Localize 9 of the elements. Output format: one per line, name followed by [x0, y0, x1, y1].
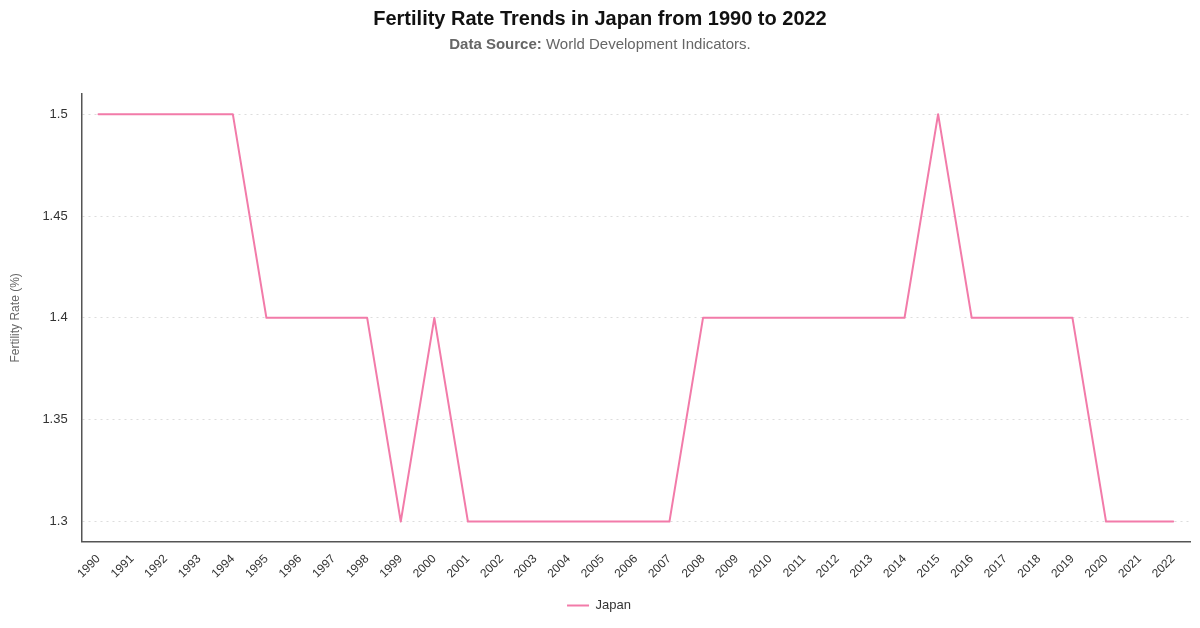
- legend-label: Japan: [595, 597, 631, 613]
- y-tick-label: 1.5: [49, 105, 68, 121]
- chart-subtitle: Data Source: World Development Indicators.: [448, 34, 752, 54]
- y-tick-label: 1.3: [49, 513, 68, 529]
- chart-title: Fertility Rate Trends in Japan from 1990 to 2022: [372, 6, 828, 30]
- y-tick-label: 1.4: [49, 309, 68, 325]
- y-tick-label: 1.35: [42, 411, 68, 427]
- y-tick-label: 1.45: [42, 207, 68, 223]
- y-axis-title: Fertility Rate (%): [7, 273, 22, 363]
